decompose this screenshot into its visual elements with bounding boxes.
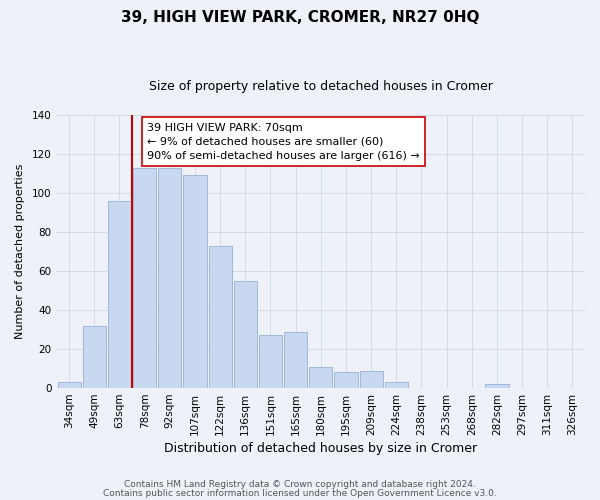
Bar: [359, 370, 383, 388]
Bar: [234, 281, 257, 388]
Bar: [83, 326, 106, 388]
Bar: [334, 372, 358, 388]
Title: Size of property relative to detached houses in Cromer: Size of property relative to detached ho…: [149, 80, 493, 93]
Text: 39 HIGH VIEW PARK: 70sqm
← 9% of detached houses are smaller (60)
90% of semi-de: 39 HIGH VIEW PARK: 70sqm ← 9% of detache…: [147, 123, 420, 161]
Text: Contains public sector information licensed under the Open Government Licence v3: Contains public sector information licen…: [103, 490, 497, 498]
Bar: [133, 168, 156, 388]
X-axis label: Distribution of detached houses by size in Cromer: Distribution of detached houses by size …: [164, 442, 478, 455]
Y-axis label: Number of detached properties: Number of detached properties: [15, 164, 25, 339]
Bar: [158, 168, 181, 388]
Bar: [209, 246, 232, 388]
Bar: [108, 201, 131, 388]
Bar: [485, 384, 509, 388]
Text: Contains HM Land Registry data © Crown copyright and database right 2024.: Contains HM Land Registry data © Crown c…: [124, 480, 476, 489]
Bar: [284, 332, 307, 388]
Bar: [309, 366, 332, 388]
Bar: [259, 336, 282, 388]
Bar: [385, 382, 408, 388]
Bar: [184, 176, 206, 388]
Text: 39, HIGH VIEW PARK, CROMER, NR27 0HQ: 39, HIGH VIEW PARK, CROMER, NR27 0HQ: [121, 10, 479, 25]
Bar: [58, 382, 81, 388]
